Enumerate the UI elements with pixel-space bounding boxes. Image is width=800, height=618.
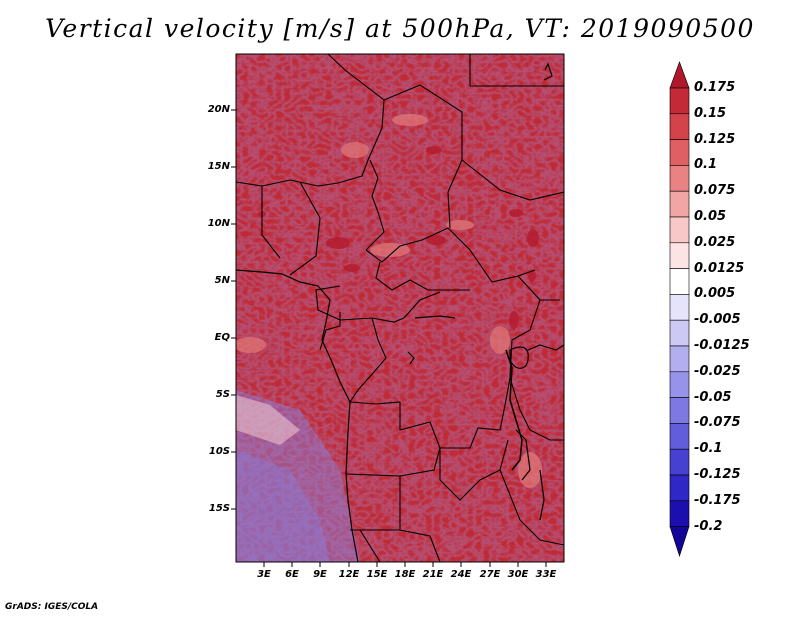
colorbar-band xyxy=(669,87,690,115)
colorbar-level-label: 0.075 xyxy=(694,183,736,199)
colorbar-band xyxy=(669,500,690,527)
chart-title: Vertical velocity [m/s] at 500hPa, VT: 2… xyxy=(45,14,755,43)
country-borders xyxy=(236,54,564,562)
lat-label-5n: 5N xyxy=(214,275,230,286)
colorbar-band xyxy=(669,216,690,244)
colorbar-band xyxy=(669,242,690,269)
colorbar-level-label: -0.005 xyxy=(694,312,741,328)
colorbar-band xyxy=(669,319,690,347)
colorbar-level-label: -0.05 xyxy=(694,389,732,405)
colorbar-level-label: -0.0125 xyxy=(694,338,750,353)
colorbar-band xyxy=(669,190,690,218)
lon-label-30e: 30E xyxy=(507,569,529,580)
colorbar xyxy=(669,61,690,557)
colorbar-band xyxy=(669,371,690,398)
grads-credit: GrADS: IGES/COLA xyxy=(5,602,99,612)
colorbar-level-label: 0.05 xyxy=(694,209,727,224)
lon-label-18e: 18E xyxy=(394,569,416,580)
lon-label-27e: 27E xyxy=(479,569,501,580)
lat-label-10n: 10N xyxy=(207,218,230,229)
lat-label-5s: 5S xyxy=(215,389,230,400)
colorbar-band xyxy=(669,113,690,140)
colorbar-band xyxy=(669,139,690,166)
lon-label-24e: 24E xyxy=(450,569,472,580)
colorbar-band xyxy=(669,474,690,502)
colorbar-band xyxy=(669,397,690,424)
colorbar-level-label: 0.175 xyxy=(694,80,736,95)
colorbar-band xyxy=(669,423,690,450)
vertical-velocity-field xyxy=(236,54,564,562)
lon-label-3e: 3E xyxy=(257,569,271,580)
lat-label-10s: 10S xyxy=(208,446,230,457)
lat-label-15s: 15S xyxy=(208,503,230,514)
colorbar-top-arrow xyxy=(669,61,690,89)
colorbar-level-label: 0.005 xyxy=(694,286,736,302)
lat-label-20n: 20N xyxy=(207,104,230,115)
lon-label-9e: 9E xyxy=(313,569,327,580)
colorbar-band xyxy=(669,345,690,373)
colorbar-level-label: -0.025 xyxy=(694,363,741,379)
colorbar-band xyxy=(669,294,690,321)
colorbar-level-label: 0.15 xyxy=(694,105,727,121)
colorbar-level-label: -0.175 xyxy=(694,492,741,508)
colorbar-band xyxy=(669,165,690,192)
lon-label-21e: 21E xyxy=(422,569,444,580)
colorbar-band xyxy=(669,268,690,295)
colorbar-level-label: -0.2 xyxy=(694,518,723,534)
lon-label-12e: 12E xyxy=(338,569,360,580)
lat-label-15n: 15N xyxy=(207,161,230,172)
colorbar-level-label: -0.075 xyxy=(694,415,741,431)
colorbar-band xyxy=(669,448,690,476)
lat-label-eq: EQ xyxy=(214,332,230,343)
colorbar-level-label: 0.025 xyxy=(694,234,736,250)
colorbar-level-label: 0.125 xyxy=(694,131,736,147)
axis-ticks xyxy=(231,109,547,567)
colorbar-bottom-arrow xyxy=(669,526,690,557)
colorbar-level-label: -0.1 xyxy=(694,441,723,457)
lon-label-6e: 6E xyxy=(285,569,299,580)
colorbar-level-label: 0.0125 xyxy=(694,260,745,276)
lon-label-33e: 33E xyxy=(535,569,557,580)
coastlines xyxy=(236,62,553,562)
lon-label-15e: 15E xyxy=(366,569,388,580)
colorbar-level-label: -0.125 xyxy=(694,467,741,482)
map-frame xyxy=(235,53,565,563)
colorbar-level-label: 0.1 xyxy=(694,157,718,173)
